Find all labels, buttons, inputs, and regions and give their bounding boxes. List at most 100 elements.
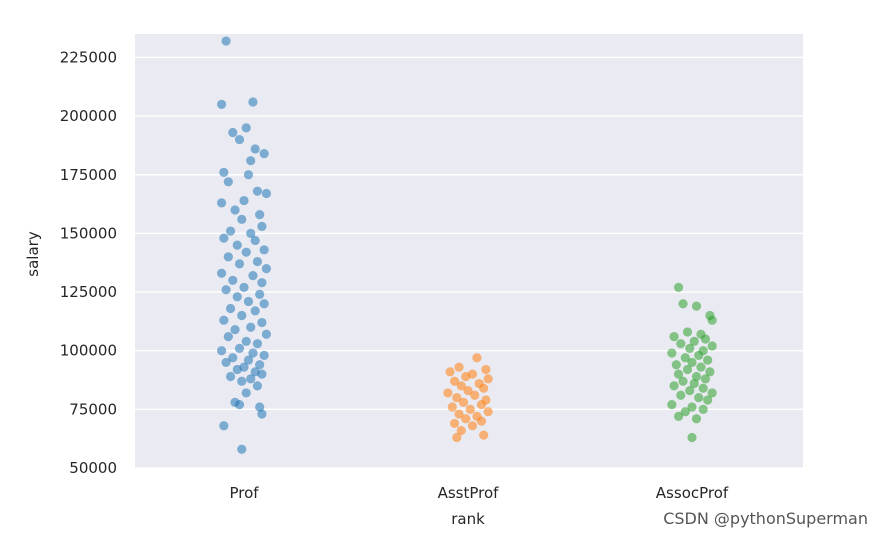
data-point	[687, 357, 697, 368]
data-point	[703, 355, 713, 365]
x-tick-label: AsstProf	[438, 484, 500, 502]
data-point	[250, 306, 260, 316]
data-point	[237, 376, 247, 386]
data-point	[667, 400, 677, 410]
data-point	[243, 170, 254, 180]
data-point	[687, 402, 697, 412]
data-point	[452, 393, 462, 403]
data-point	[252, 381, 263, 391]
data-point	[691, 371, 702, 382]
x-tick-label: AssocProf	[656, 484, 729, 502]
data-point	[259, 350, 269, 360]
data-point	[669, 381, 679, 391]
data-point	[678, 299, 688, 309]
data-point	[685, 385, 695, 396]
y-tick-label: 200000	[60, 107, 117, 125]
data-point	[456, 381, 466, 391]
data-point	[259, 245, 269, 255]
data-point	[678, 376, 688, 386]
data-point	[234, 400, 245, 410]
data-point	[255, 289, 265, 299]
data-point	[685, 343, 695, 353]
data-point	[223, 252, 233, 262]
data-point	[252, 339, 263, 349]
data-point	[230, 205, 240, 215]
data-point	[481, 364, 491, 375]
data-point	[223, 177, 233, 187]
data-point	[228, 275, 238, 285]
data-point	[237, 444, 247, 454]
data-point	[454, 409, 464, 419]
data-point	[680, 353, 690, 363]
data-point	[219, 421, 229, 431]
x-tick-label: Prof	[229, 484, 259, 502]
data-point	[461, 414, 471, 424]
data-point	[241, 336, 251, 346]
data-point	[483, 374, 493, 384]
data-point	[234, 343, 245, 353]
data-point	[257, 221, 267, 231]
series-assocprof	[667, 282, 717, 443]
data-point	[248, 97, 258, 107]
data-point	[700, 374, 711, 384]
data-point	[217, 198, 227, 208]
data-point	[671, 360, 681, 370]
data-point	[669, 332, 679, 342]
data-point	[676, 339, 686, 349]
data-point	[255, 210, 265, 220]
data-point	[232, 292, 242, 302]
data-point	[221, 357, 231, 368]
data-point	[241, 247, 251, 257]
data-point	[225, 303, 236, 314]
data-point	[673, 369, 684, 379]
data-point	[689, 378, 699, 389]
data-point	[673, 411, 684, 421]
data-point	[479, 383, 489, 393]
data-point	[261, 263, 271, 274]
series-prof	[217, 36, 271, 454]
data-point	[676, 390, 686, 400]
data-point	[257, 409, 267, 419]
data-point	[680, 407, 690, 417]
data-point	[246, 322, 256, 332]
data-point	[476, 416, 487, 426]
data-point	[261, 329, 271, 339]
data-point	[237, 310, 247, 321]
data-point	[221, 285, 231, 295]
data-point	[257, 317, 267, 328]
data-point	[465, 404, 475, 414]
data-point	[219, 167, 229, 178]
data-point	[243, 296, 254, 307]
data-point	[447, 402, 457, 412]
data-point	[217, 268, 227, 278]
data-point	[261, 188, 271, 199]
data-points	[217, 36, 717, 454]
data-point	[246, 156, 256, 166]
data-point	[667, 348, 677, 358]
data-point	[219, 233, 229, 243]
data-point	[476, 400, 487, 410]
data-point	[687, 432, 697, 443]
data-point	[467, 421, 478, 431]
y-tick-label: 100000	[60, 342, 117, 360]
data-point	[217, 346, 227, 356]
watermark-text: CSDN @pythonSuperman	[663, 509, 868, 528]
data-point	[219, 315, 229, 325]
y-tick-label: 125000	[60, 283, 117, 301]
data-point	[461, 371, 471, 382]
data-point	[479, 430, 489, 440]
data-point	[234, 134, 245, 145]
data-point	[228, 127, 238, 138]
data-point	[255, 360, 265, 370]
data-point	[707, 388, 717, 398]
data-point	[700, 334, 711, 344]
data-point	[259, 149, 269, 159]
data-point	[241, 123, 251, 133]
data-point	[703, 395, 713, 405]
data-point	[456, 425, 466, 436]
data-point	[257, 278, 267, 288]
data-point	[241, 388, 251, 398]
y-tick-label: 50000	[69, 459, 117, 477]
y-axis-label: salary	[24, 231, 42, 277]
